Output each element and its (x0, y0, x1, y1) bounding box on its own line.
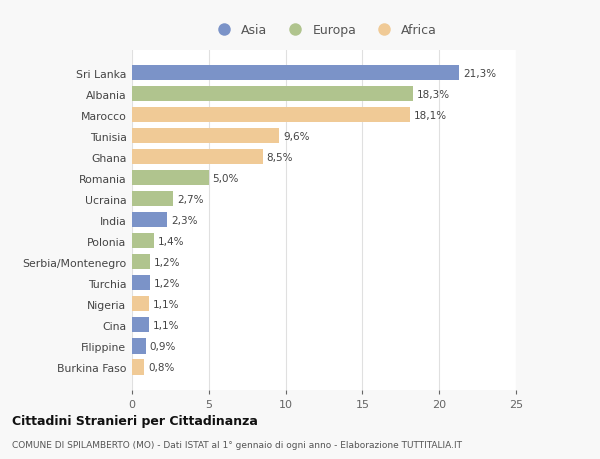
Text: 1,1%: 1,1% (153, 320, 179, 330)
Bar (132, 66, 459, 81)
Legend: Asia, Europa, Africa: Asia, Europa, Africa (206, 19, 442, 42)
Bar (132, 150, 263, 165)
Text: 2,3%: 2,3% (171, 215, 197, 225)
Bar (132, 171, 209, 186)
Text: 1,1%: 1,1% (153, 299, 179, 309)
Text: 1,4%: 1,4% (157, 236, 184, 246)
Bar (132, 359, 144, 375)
Text: 18,1%: 18,1% (414, 111, 447, 120)
Text: COMUNE DI SPILAMBERTO (MO) - Dati ISTAT al 1° gennaio di ogni anno - Elaborazion: COMUNE DI SPILAMBERTO (MO) - Dati ISTAT … (12, 441, 462, 449)
Bar (132, 87, 413, 102)
Text: 18,3%: 18,3% (417, 90, 450, 100)
Bar (132, 318, 149, 333)
Bar (132, 297, 149, 312)
Bar (132, 339, 146, 354)
Text: 9,6%: 9,6% (283, 131, 310, 141)
Bar (132, 192, 173, 207)
Text: 0,9%: 0,9% (149, 341, 176, 351)
Bar (132, 276, 151, 291)
Text: 21,3%: 21,3% (463, 68, 496, 78)
Text: 8,5%: 8,5% (266, 152, 293, 162)
Text: 2,7%: 2,7% (178, 194, 204, 204)
Text: 0,8%: 0,8% (148, 362, 175, 372)
Bar (132, 108, 410, 123)
Bar (132, 213, 167, 228)
Text: 1,2%: 1,2% (154, 278, 181, 288)
Bar (132, 129, 280, 144)
Text: 1,2%: 1,2% (154, 257, 181, 267)
Text: 5,0%: 5,0% (212, 174, 239, 183)
Bar (132, 255, 151, 270)
Bar (132, 234, 154, 249)
Text: Cittadini Stranieri per Cittadinanza: Cittadini Stranieri per Cittadinanza (12, 414, 258, 428)
